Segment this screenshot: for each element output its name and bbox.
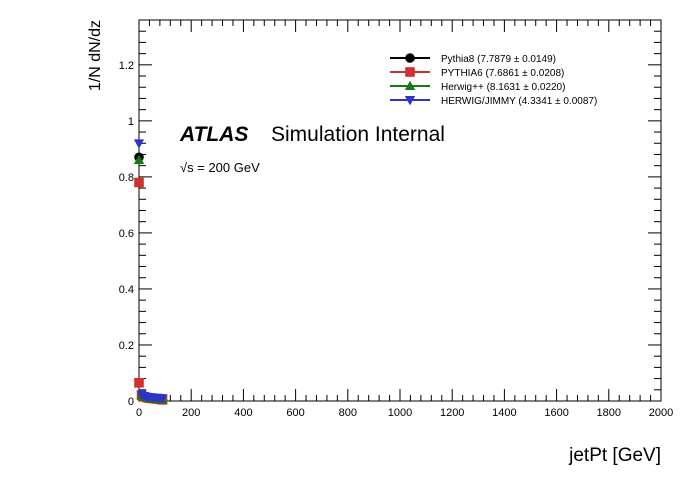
energy-label: √s = 200 GeV	[180, 160, 260, 175]
energy-value-label: = 200 GeV	[194, 160, 260, 175]
legend-entry: Pythia8 (7.7879 ± 0.0149)	[390, 53, 556, 65]
data-point	[133, 139, 145, 149]
y-tick-label: 0.8	[119, 172, 134, 184]
x-tick-label: 1200	[440, 407, 464, 419]
legend-entry: PYTHIA6 (7.6861 ± 0.0208)	[390, 67, 564, 79]
legend: Pythia8 (7.7879 ± 0.0149) PYTHIA6 (7.6861…	[390, 53, 597, 107]
legend-marker	[404, 96, 416, 106]
legend-marker	[404, 80, 416, 90]
data-point	[134, 377, 144, 388]
x-tick-label: 0	[136, 407, 142, 419]
y-tick-label: 0.6	[119, 228, 134, 240]
series-4-markers	[133, 139, 168, 404]
x-axis-title: jetPt [GeV]	[568, 445, 661, 466]
legend-marker	[405, 67, 415, 77]
legend-label: PYTHIA6 (7.6861 ± 0.0208)	[441, 68, 564, 79]
sqrt-s-label: √s	[180, 160, 194, 175]
legend-label: HERWIG/JIMMY (4.3341 ± 0.0087)	[441, 96, 597, 107]
x-tick-label: 1400	[492, 407, 516, 419]
series-1-markers	[134, 152, 168, 405]
y-tick-label: 0	[128, 396, 134, 408]
plot-frame-layer	[138, 19, 662, 402]
atlas-label: ATLAS	[179, 123, 248, 146]
series-3-markers	[133, 154, 168, 404]
x-tick-label: 400	[234, 407, 252, 419]
plot-frame	[138, 19, 662, 402]
axis-ticks-layer	[138, 19, 662, 402]
x-tick-label: 800	[339, 407, 357, 419]
y-axis-title: 1/N dN/dz	[87, 20, 104, 91]
series-2-markers	[134, 177, 168, 405]
tick-labels-layer: 0 200 400 600 800 1000 1200 1400 1600 1800 2000 0 0.…	[119, 60, 674, 419]
legend-label: Herwig++ (8.1631 ± 0.0220)	[441, 82, 565, 93]
data-point	[157, 394, 168, 404]
legend-entry: HERWIG/JIMMY (4.3341 ± 0.0087)	[390, 96, 597, 107]
data-markers-layer	[133, 139, 168, 405]
legend-label: Pythia8 (7.7879 ± 0.0149)	[441, 54, 556, 65]
x-tick-label: 200	[182, 407, 200, 419]
x-tick-label: 1600	[544, 407, 568, 419]
legend-entry: Herwig++ (8.1631 ± 0.0220)	[390, 80, 565, 93]
legend-marker	[405, 53, 415, 63]
x-tick-label: 1800	[597, 407, 621, 419]
y-tick-label: 0.2	[119, 340, 134, 352]
x-tick-label: 2000	[649, 407, 673, 419]
y-tick-label: 1	[128, 116, 134, 128]
y-tick-label: 1.2	[119, 60, 134, 72]
data-point	[133, 154, 145, 165]
y-tick-label: 0.4	[119, 284, 134, 296]
data-point	[134, 177, 144, 188]
x-tick-label: 1000	[388, 407, 412, 419]
x-tick-label: 600	[286, 407, 304, 419]
simulation-internal-label: Simulation Internal	[271, 123, 445, 146]
